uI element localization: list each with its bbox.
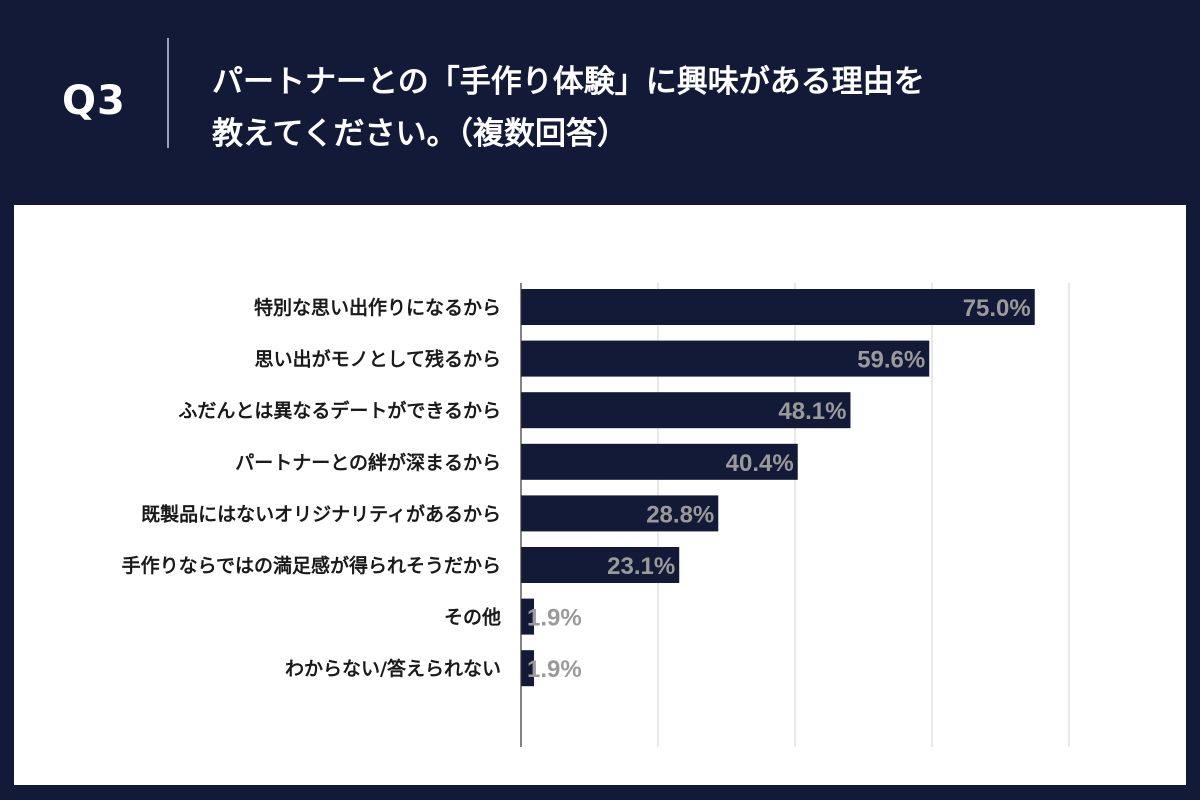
- bar: [521, 598, 535, 635]
- bar: [521, 340, 930, 377]
- bar: [521, 392, 851, 429]
- value-label: 1.9%: [527, 656, 582, 683]
- value-label: 40.4%: [726, 450, 794, 477]
- category-label: ふだんとは異なるデートができるから: [178, 399, 501, 422]
- bar: [521, 289, 1035, 325]
- value-label: 75.0%: [963, 295, 1031, 322]
- header-divider: [167, 38, 169, 148]
- header: Q3 パートナーとの「手作り体験」に興味がある理由を 教えてください。（複数回答…: [0, 0, 1200, 205]
- category-label: パートナーとの絆が深まるから: [235, 451, 501, 474]
- value-label: 48.1%: [778, 398, 846, 425]
- value-label: 59.6%: [857, 347, 925, 374]
- category-label: わからない/答えられない: [285, 657, 501, 680]
- category-label: 手作りならではの満足感が得られそうだから: [122, 554, 501, 577]
- bar: [521, 650, 535, 687]
- bar: [521, 495, 719, 532]
- question-title-line2: 教えてください。（複数回答）: [212, 116, 629, 152]
- category-label: 思い出がモノとして残るから: [255, 348, 501, 371]
- value-label: 23.1%: [607, 553, 675, 580]
- bar-chart: 特別な思い出作りになるから 75.0% 思い出がモノとして残るから 59.6% ふだんと…: [122, 283, 1070, 747]
- bar: [521, 443, 798, 480]
- value-label: 1.9%: [527, 605, 582, 632]
- question-title-line1: パートナーとの「手作り体験」に興味がある理由を: [212, 64, 925, 100]
- value-label: 28.8%: [646, 501, 714, 528]
- category-label: 特別な思い出作りになるから: [254, 296, 501, 319]
- chart-panel: 特別な思い出作りになるから 75.0% 思い出がモノとして残るから 59.6% ふだんと…: [14, 205, 1186, 785]
- question-title: パートナーとの「手作り体験」に興味がある理由を 教えてください。（複数回答）: [212, 56, 1092, 160]
- bar: [521, 547, 680, 583]
- category-label: 既製品にはないオリジナリティがあるから: [141, 502, 501, 525]
- category-label: その他: [444, 606, 501, 629]
- question-number: Q3: [62, 78, 126, 124]
